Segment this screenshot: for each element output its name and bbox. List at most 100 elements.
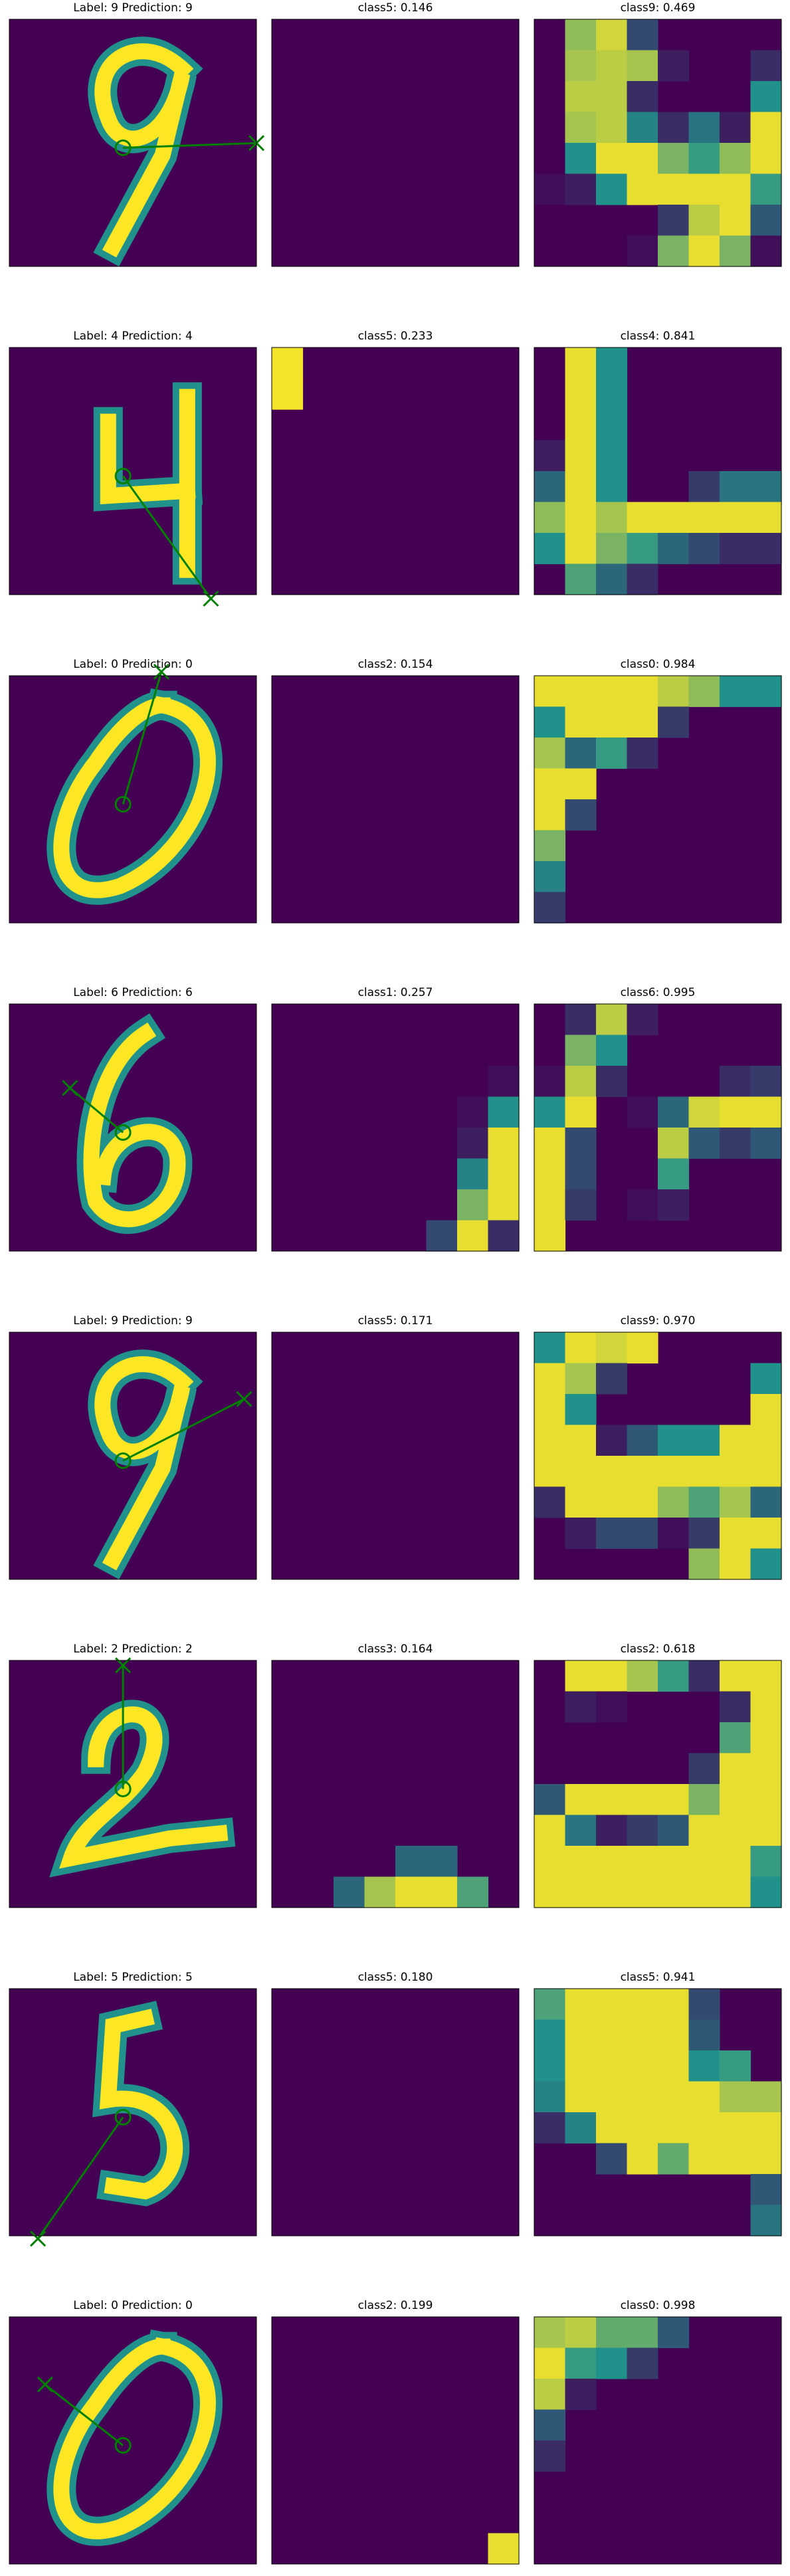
figure-row: Label: 2 Prediction: 2 class3: 0.164 class… [9,1642,782,1908]
top-heatmap-cell [627,1846,658,1878]
top-heatmap-cell [658,1518,690,1549]
top-heatmap-cell [534,533,566,565]
input-image-panel: Label: 0 Prediction: 0 [9,2299,257,2565]
top-class-heatmap-panel: class4: 0.841 [534,330,782,595]
input-image-panel: Label: 4 Prediction: 4 [9,330,257,607]
endpoint-x-marker [203,590,219,607]
top-heatmap-cell [720,1425,751,1456]
top-heatmap-cell [534,1846,566,1878]
top-class-heatmap-panel: class9: 0.970 [534,1314,782,1580]
top-heatmap-cell [565,2317,597,2349]
top-heatmap-cell [627,81,658,113]
input-panel-title: Label: 0 Prediction: 0 [73,2299,193,2312]
top-heatmap-cell [596,409,628,441]
top-heatmap-cell [534,1332,566,1364]
top-heatmap-cell [658,1815,690,1846]
input-panel-title: Label: 5 Prediction: 5 [73,1971,193,1984]
top-heatmap-cell [720,2112,751,2144]
top-heatmap-cell [534,1363,566,1395]
top-heatmap-cell [596,440,628,472]
top-heatmap-cell [565,1004,597,1036]
top-heatmap-frame [534,347,782,595]
top-heatmap-cell [565,2081,597,2113]
top-heatmap-cell [596,2143,628,2175]
digit-stroke-inner [94,43,194,258]
direction-vector-line [122,475,212,599]
top-heatmap-cell [596,533,628,565]
top-heatmap-cell [565,1518,597,1549]
top-heatmap-cell [565,347,597,379]
top-heatmap-cell [750,81,782,113]
top-heatmap-cell [596,2347,628,2379]
second-heatmap-background [272,1989,519,2236]
direction-vector-line [123,142,257,149]
top-heatmap-cell [658,1128,690,1159]
second-class-heatmap-panel: class5: 0.146 [271,1,520,267]
top-heatmap-cell [750,2205,782,2236]
top-heatmap-cell [688,1425,720,1456]
top-heatmap-cell [720,2081,751,2113]
top-heatmap-cell [596,1363,628,1395]
top-heatmap-cell [658,1784,690,1816]
top-heatmap-cell [627,1332,658,1364]
top-heatmap-cell [534,1189,566,1221]
top-heatmap-cell [720,1876,751,1908]
origin-circle-marker [114,467,132,484]
top-heatmap-cell [658,676,690,708]
top-heatmap-cell [750,1815,782,1846]
top-heatmap-cell [596,1066,628,1098]
top-heatmap-cell [720,1066,751,1098]
input-panel-title: Label: 2 Prediction: 2 [73,1642,193,1656]
top-heatmap-cell [534,676,566,708]
top-heatmap-cell [596,1035,628,1066]
second-heatmap-cell [272,347,304,379]
top-heatmap-cell [596,2081,628,2113]
top-heatmap-cell [596,2317,628,2349]
endpoint-x-marker [62,1080,78,1096]
second-panel-title: class5: 0.171 [358,1314,433,1328]
second-heatmap-cell [488,1128,520,1159]
second-class-heatmap-panel: class2: 0.154 [271,658,520,924]
top-heatmap-cell [596,143,628,175]
endpoint-x-marker [37,2376,53,2393]
top-panel-title: class5: 0.941 [621,1971,696,1984]
digit-stroke-inner [53,2337,216,2539]
second-panel-title: class5: 0.146 [358,1,433,15]
top-heatmap-cell [688,143,720,175]
top-heatmap-cell [565,1989,597,2021]
top-heatmap-cell [750,1691,782,1723]
top-heatmap-cell [627,1876,658,1908]
top-panel-title: class4: 0.841 [621,330,696,343]
top-heatmap-cell [534,2317,566,2349]
top-heatmap-cell [534,1784,566,1816]
top-heatmap-cell [627,1784,658,1816]
top-heatmap-cell [565,799,597,831]
top-heatmap-cell [596,1425,628,1456]
input-panel-title: Label: 0 Prediction: 0 [73,658,193,671]
top-heatmap-cell [565,2379,597,2411]
top-heatmap-cell [627,2081,658,2113]
top-heatmap-cell [627,1486,658,1518]
top-heatmap-cell [596,2050,628,2082]
top-heatmap-cell [627,2317,658,2349]
top-heatmap-cell [596,563,628,595]
top-heatmap-cell [750,1722,782,1754]
top-heatmap-cell [565,2019,597,2051]
top-heatmap-cell [596,347,628,379]
top-heatmap-cell [750,235,782,267]
top-heatmap-cell [750,676,782,708]
direction-vector-line [37,2116,124,2240]
second-heatmap-cell [395,1876,427,1908]
top-heatmap-cell [720,1815,751,1846]
top-heatmap-cell [565,1189,597,1221]
second-panel-title: class1: 0.257 [358,986,433,999]
top-heatmap-cell [750,143,782,175]
top-heatmap-frame [534,1660,782,1908]
second-heatmap-cell [426,1846,458,1878]
top-heatmap-cell [688,1846,720,1878]
top-heatmap-cell [750,471,782,503]
top-heatmap-cell [688,1128,720,1159]
top-heatmap-cell [720,471,751,503]
origin-circle-marker [114,2108,132,2126]
